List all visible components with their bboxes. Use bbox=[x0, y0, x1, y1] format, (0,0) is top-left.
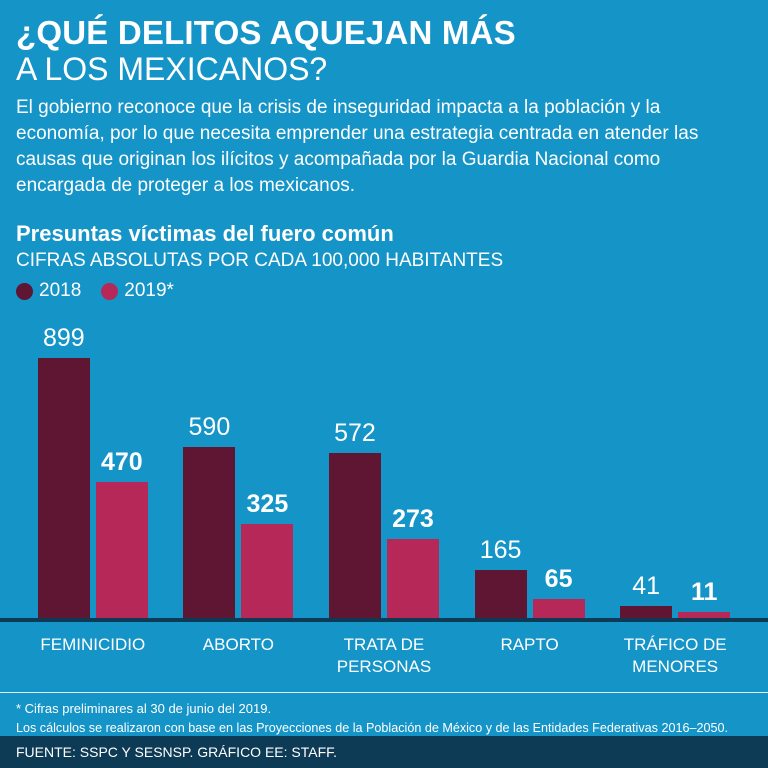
category-label: FEMINICIDIO bbox=[40, 635, 146, 655]
bar-column: 65 bbox=[532, 565, 585, 619]
bar-2018 bbox=[474, 570, 527, 619]
bar-2018 bbox=[620, 606, 673, 619]
bar-group: 590 325 ABORTO bbox=[166, 318, 312, 678]
legend-item-2018: 2018 bbox=[16, 280, 81, 302]
bar-value-label-2019: 470 bbox=[100, 448, 143, 477]
bar-2019 bbox=[678, 612, 731, 619]
footnote-methodology: Los cálculos se realizaron con base en l… bbox=[16, 721, 728, 736]
infographic-header: ¿QUÉ DELITOS AQUEJAN MÁS A LOS MEXICANOS… bbox=[0, 0, 768, 199]
chart-legend: 2018 2019* bbox=[16, 280, 752, 302]
bar-column: 11 bbox=[678, 578, 731, 619]
bar-value-label-2018: 899 bbox=[42, 324, 85, 353]
bar-column: 470 bbox=[95, 448, 148, 619]
bar-2018 bbox=[183, 447, 236, 619]
bar-2019 bbox=[241, 524, 294, 619]
bar-pair: 41 11 bbox=[620, 318, 731, 619]
bar-column: 325 bbox=[241, 490, 294, 619]
bar-column: 165 bbox=[474, 536, 527, 619]
bar-column: 572 bbox=[328, 419, 381, 619]
legend-item-2019: 2019* bbox=[101, 280, 174, 302]
legend-dot-2019-icon bbox=[101, 282, 119, 300]
bar-value-label-2019: 65 bbox=[544, 565, 573, 594]
bar-group: 165 65 RAPTO bbox=[457, 318, 603, 678]
legend-label-2019: 2019* bbox=[124, 280, 174, 302]
legend-dot-2018-icon bbox=[16, 282, 33, 300]
bar-value-label-2018: 572 bbox=[334, 419, 376, 448]
bar-column: 41 bbox=[620, 572, 673, 619]
bar-column: 273 bbox=[386, 505, 439, 619]
category-label: TRATA DE PERSONAS bbox=[336, 635, 432, 677]
bar-chart: 899 470 FEMINICIDIO 590 325 ABORTO 572 273 TRATA… bbox=[0, 318, 768, 678]
page-title-line-2: A LOS MEXICANOS? bbox=[16, 50, 328, 87]
footnote-preliminary: * Cifras preliminares al 30 de junio del… bbox=[16, 701, 272, 717]
bar-value-label-2018: 41 bbox=[632, 572, 661, 601]
bar-column: 590 bbox=[183, 413, 236, 619]
bar-pair: 590 325 bbox=[183, 318, 294, 619]
bar-2019 bbox=[532, 599, 585, 619]
chart-title: Presuntas víctimas del fuero común bbox=[16, 221, 394, 247]
bar-value-label-2019: 11 bbox=[690, 578, 718, 607]
bar-chart-groups: 899 470 FEMINICIDIO 590 325 ABORTO 572 273 TRATA… bbox=[20, 318, 748, 678]
footnotes: * Cifras preliminares al 30 de junio del… bbox=[16, 700, 752, 737]
bar-value-label-2019: 325 bbox=[246, 490, 289, 519]
bar-pair: 899 470 bbox=[37, 318, 148, 619]
category-label: TRÁFICO DE MENORES bbox=[623, 635, 727, 677]
bar-pair: 572 273 bbox=[328, 318, 439, 619]
intro-paragraph: El gobierno reconoce que la crisis de in… bbox=[16, 97, 699, 197]
bar-2018 bbox=[37, 358, 90, 619]
bar-group: 572 273 TRATA DE PERSONAS bbox=[311, 318, 457, 678]
category-label: RAPTO bbox=[500, 635, 559, 655]
source-bar: FUENTE: SSPC Y SESNSP. GRÁFICO EE: STAFF… bbox=[0, 736, 768, 768]
chart-section: Presuntas víctimas del fuero común CIFRA… bbox=[0, 199, 768, 678]
category-label: ABORTO bbox=[202, 635, 274, 655]
chart-subtitle: CIFRAS ABSOLUTAS POR CADA 100,000 HABITA… bbox=[16, 250, 504, 272]
footnote-separator bbox=[0, 692, 768, 694]
chart-baseline bbox=[0, 618, 768, 623]
bar-value-label-2018: 165 bbox=[479, 536, 522, 565]
bar-group: 41 11 TRÁFICO DE MENORES bbox=[602, 318, 748, 678]
bar-2019 bbox=[386, 539, 439, 619]
legend-label-2018: 2018 bbox=[39, 280, 82, 302]
bar-value-label-2018: 590 bbox=[188, 413, 231, 442]
bar-column: 899 bbox=[37, 324, 90, 619]
bar-group: 899 470 FEMINICIDIO bbox=[20, 318, 166, 678]
bar-value-label-2019: 273 bbox=[392, 505, 434, 534]
bar-2018 bbox=[328, 453, 381, 619]
bar-2019 bbox=[95, 482, 148, 619]
bar-pair: 165 65 bbox=[474, 318, 585, 619]
page-title-line-1: ¿QUÉ DELITOS AQUEJAN MÁS bbox=[16, 14, 516, 51]
